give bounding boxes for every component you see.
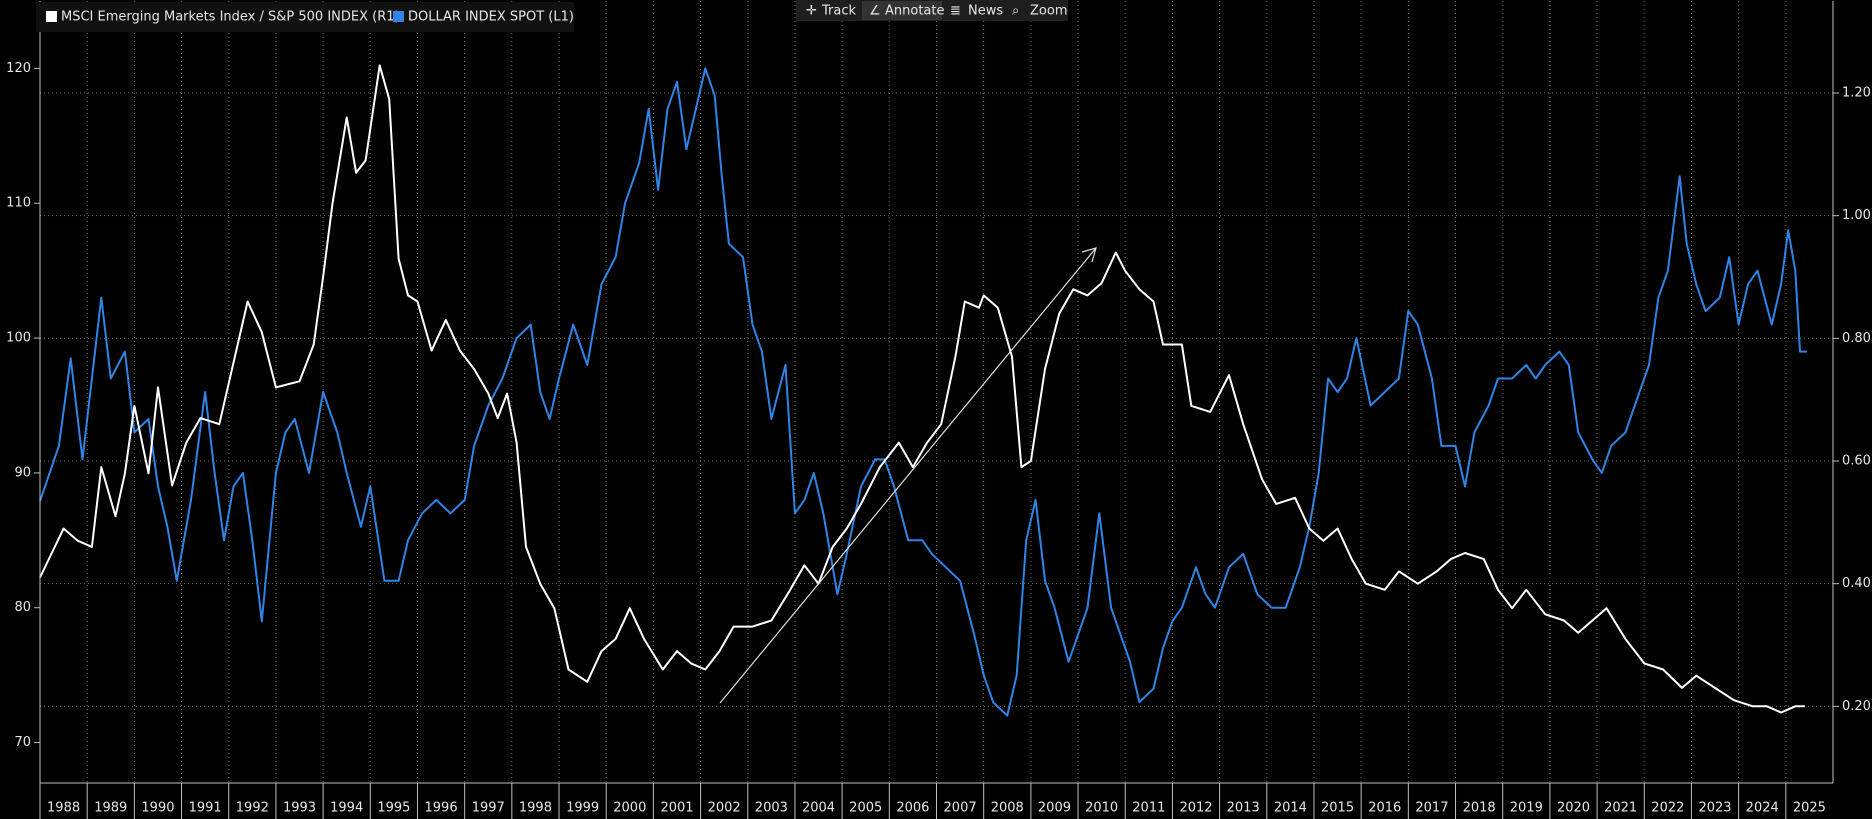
axis-layer: 70 80 90 100 110 120 0.20 0.40 0.60 0.80 1.00 1.20 1… xyxy=(6,1,1871,819)
legend-swatch xyxy=(46,11,57,22)
line-layer xyxy=(39,64,1807,717)
legend-swatch xyxy=(393,11,404,22)
legend-label: DOLLAR INDEX SPOT (L1) xyxy=(408,10,574,25)
annotate-icon: ∠ xyxy=(869,4,881,19)
x-tick-label: 2015 xyxy=(1321,801,1354,816)
arrow-head xyxy=(1081,247,1097,263)
y-tick-label: 80 xyxy=(14,600,31,615)
x-tick-label: 2021 xyxy=(1604,801,1637,816)
toolbar-zoom[interactable]: ⌕ Zoom xyxy=(1012,4,1067,19)
toolbar: ✛ Track ∠ Annotate ≣ News ⌕ Zoom xyxy=(796,0,1068,21)
toolbar-item[interactable]: Zoom xyxy=(1030,4,1067,19)
x-tick-label: 2025 xyxy=(1793,801,1826,816)
x-tick-label: 2007 xyxy=(944,801,977,816)
x-tick-label: 2005 xyxy=(849,801,882,816)
x-tick-label: 1993 xyxy=(283,801,316,816)
x-tick-label: 2009 xyxy=(1038,801,1071,816)
track-icon: ✛ xyxy=(806,4,817,19)
series-line xyxy=(39,67,1807,717)
x-tick-label: 2003 xyxy=(755,801,788,816)
x-tick-label: 2020 xyxy=(1557,801,1590,816)
zoom-icon: ⌕ xyxy=(1012,4,1019,19)
x-tick-label: 1989 xyxy=(94,801,127,816)
y-tick-label: 90 xyxy=(14,465,31,480)
x-tick-label: 2004 xyxy=(802,801,835,816)
y2-tick-label: 0.60 xyxy=(1842,454,1871,469)
x-tick-label: 2024 xyxy=(1746,801,1779,816)
y2-tick-label: 0.20 xyxy=(1842,699,1871,714)
annotation-arrow xyxy=(719,247,1097,704)
y2-tick-label: 1.20 xyxy=(1842,86,1871,101)
x-tick-label: 2001 xyxy=(660,801,693,816)
legend: MSCI Emerging Markets Index / S&P 500 IN… xyxy=(36,2,574,32)
arrow-line xyxy=(719,247,1097,704)
toolbar-annotate[interactable]: ∠ Annotate xyxy=(862,1,944,20)
toolbar-item[interactable]: Track xyxy=(821,4,856,19)
x-tick-label: 2018 xyxy=(1463,801,1496,816)
toolbar-item[interactable]: News xyxy=(968,4,1003,19)
x-tick-label: 2019 xyxy=(1510,801,1543,816)
x-tick-label: 1988 xyxy=(47,801,80,816)
x-tick-label: 2012 xyxy=(1179,801,1212,816)
x-tick-label: 2017 xyxy=(1415,801,1448,816)
x-tick-label: 2002 xyxy=(708,801,741,816)
x-tick-label: 1995 xyxy=(377,801,410,816)
y-tick-label: 70 xyxy=(14,735,31,750)
x-tick-label: 2016 xyxy=(1368,801,1401,816)
x-tick-label: 1999 xyxy=(566,801,599,816)
legend-box xyxy=(36,2,574,32)
x-tick-label: 2008 xyxy=(991,801,1024,816)
toolbar-track[interactable]: ✛ Track xyxy=(806,4,856,19)
news-icon: ≣ xyxy=(950,4,961,19)
x-tick-label: 2013 xyxy=(1227,801,1260,816)
y-tick-label: 120 xyxy=(6,61,31,76)
toolbar-item[interactable]: Annotate xyxy=(885,4,944,19)
grid-layer xyxy=(40,1,1833,783)
legend-label: MSCI Emerging Markets Index / S&P 500 IN… xyxy=(61,10,400,25)
x-tick-label: 1998 xyxy=(519,801,552,816)
series-line xyxy=(39,64,1805,714)
x-tick-label: 2000 xyxy=(613,801,646,816)
x-tick-label: 1997 xyxy=(472,801,505,816)
y2-tick-label: 1.00 xyxy=(1842,208,1871,223)
toolbar-news[interactable]: ≣ News xyxy=(950,4,1003,19)
toolbar-active xyxy=(862,1,942,20)
y-tick-label: 110 xyxy=(6,196,31,211)
x-tick-label: 2011 xyxy=(1132,801,1165,816)
x-tick-label: 2022 xyxy=(1651,801,1684,816)
y2-tick-label: 0.40 xyxy=(1842,576,1871,591)
y2-tick-label: 0.80 xyxy=(1842,331,1871,346)
x-tick-label: 1990 xyxy=(141,801,174,816)
x-tick-label: 1994 xyxy=(330,801,363,816)
x-tick-label: 1992 xyxy=(236,801,269,816)
x-tick-label: 2014 xyxy=(1274,801,1307,816)
x-tick-label: 2023 xyxy=(1698,801,1731,816)
x-tick-label: 1991 xyxy=(189,801,222,816)
x-tick-label: 2010 xyxy=(1085,801,1118,816)
x-tick-label: 1996 xyxy=(425,801,458,816)
x-tick-label: 2006 xyxy=(896,801,929,816)
y-tick-label: 100 xyxy=(6,331,31,346)
